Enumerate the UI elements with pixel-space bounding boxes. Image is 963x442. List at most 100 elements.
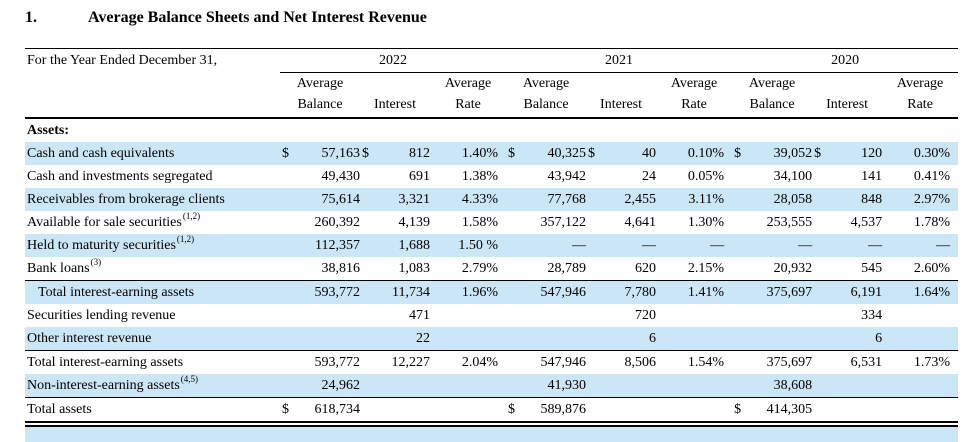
balance-cell: 38,608	[773, 378, 813, 393]
col-header-line: Average	[522, 76, 570, 91]
interest-cell: 545	[861, 261, 883, 276]
rate-cell	[430, 374, 506, 398]
interest-cell: 620	[635, 261, 657, 276]
table-body: Assets: Cash and cash equivalents $57,163 $…	[25, 118, 959, 421]
row-label: Available for sale securities(1,2)	[25, 211, 280, 234]
interest-cell	[830, 397, 883, 421]
currency-cell	[280, 188, 298, 211]
year-header-2: 2020	[732, 48, 959, 73]
balance-cell: 28,789	[547, 261, 587, 276]
currency-cell	[360, 280, 378, 304]
rate-cell: 0.05%	[687, 169, 725, 184]
row-label-text: Receivables from brokerage clients	[27, 192, 225, 207]
interest-cell: 1,688	[398, 238, 431, 253]
balance-cell: 547,946	[524, 280, 587, 304]
currency-cell	[280, 234, 298, 257]
currency-cell	[812, 234, 830, 257]
interest-cell: 6	[875, 331, 883, 346]
rate-cell: 4.33%	[461, 192, 499, 207]
currency-cell	[280, 374, 298, 398]
row-label-text: Assets:	[27, 123, 69, 138]
table-caption: For the Year Ended December 31,	[25, 48, 280, 73]
table-row: Assets:	[25, 118, 958, 142]
col-header-line: Average	[296, 76, 344, 91]
currency-cell	[586, 234, 604, 257]
rate-cell	[656, 374, 732, 398]
row-label-text: Non-interest-earning assets	[27, 378, 180, 393]
rate-cell: 2.60%	[913, 261, 951, 276]
row-label: Total interest-earning assets	[25, 280, 280, 304]
balance-cell: 24,962	[321, 378, 361, 393]
currency-cell	[586, 257, 604, 281]
currency-cell	[506, 280, 525, 304]
interest-cell: 6	[649, 331, 657, 346]
table-wrap: For the Year Ended December 31, 2022 2021 2…	[25, 48, 959, 442]
currency-cell: $	[282, 146, 289, 161]
balance-cell: 414,305	[750, 397, 813, 421]
balance-cell	[298, 304, 360, 327]
currency-cell	[586, 188, 604, 211]
rate-cell: 2.79%	[461, 261, 499, 276]
currency-cell	[280, 257, 298, 281]
balance-cell: 34,100	[773, 169, 813, 184]
row-label: Bank loans(3)	[25, 257, 280, 281]
interest-cell	[378, 374, 430, 398]
currency-cell	[812, 350, 831, 374]
balance-cell: 43,942	[547, 169, 587, 184]
balance-cell: 618,734	[298, 397, 360, 421]
rate-cell: 0.41%	[913, 169, 951, 184]
row-label-text: Other interest revenue	[27, 331, 152, 346]
currency-cell	[812, 327, 830, 351]
rate-cell	[430, 304, 506, 327]
rate-cell	[882, 397, 959, 421]
currency-cell	[732, 211, 750, 234]
interest-cell: 4,641	[624, 215, 657, 230]
col-header-average-rate: Average Rate	[882, 72, 959, 119]
table-head: For the Year Ended December 31, 2022 2021 2…	[25, 48, 959, 119]
currency-cell	[732, 165, 750, 188]
rate-cell	[656, 327, 732, 351]
interest-cell: —	[868, 238, 883, 253]
table-row: Available for sale securities(1,2) 260,39…	[25, 211, 958, 234]
interest-cell: 4,537	[850, 215, 883, 230]
currency-cell	[586, 327, 604, 351]
footnote-ref: (4,5)	[180, 374, 199, 385]
rate-cell: 3.11%	[688, 192, 725, 207]
rate-cell: 1.73%	[882, 350, 959, 374]
currency-cell	[360, 374, 378, 398]
table-row: Receivables from brokerage clients 75,614…	[25, 188, 959, 211]
interest-cell: 141	[861, 169, 883, 184]
balance-cell: 375,697	[750, 350, 813, 374]
row-label-text: Total assets	[27, 402, 92, 417]
table-row: Total assets $618,734 $589,876 $414,305	[25, 397, 959, 421]
rate-cell	[656, 304, 732, 327]
interest-cell: 4,139	[398, 215, 431, 230]
col-header-line: Average	[444, 76, 492, 91]
table-row: Non-interest-earning assets(4,5) 24,962 41…	[25, 374, 959, 398]
subheader-spacer	[25, 72, 280, 119]
currency-cell	[506, 234, 524, 257]
currency-cell	[360, 188, 378, 211]
rate-cell	[882, 374, 958, 398]
currency-cell	[732, 350, 751, 374]
currency-cell	[360, 327, 378, 351]
col-header-line: Interest	[600, 97, 643, 112]
col-header-interest: Interest	[360, 72, 430, 119]
row-label: Assets:	[25, 118, 280, 142]
rate-cell: 1.50 %	[458, 238, 499, 253]
balance-cell: 39,052	[773, 146, 813, 161]
currency-cell	[280, 327, 298, 351]
interest-cell: 7,780	[604, 280, 657, 304]
col-header-average-rate: Average Rate	[430, 72, 507, 119]
currency-cell	[732, 327, 750, 351]
currency-cell	[506, 257, 524, 281]
table-row: Other interest revenue 22 6 6	[25, 327, 959, 351]
year-header-1: 2021	[506, 48, 733, 73]
balance-cell: 253,555	[766, 215, 813, 230]
balance-cell: 593,772	[298, 280, 360, 304]
table-row: Cash and investments segregated 49,430 691…	[25, 165, 958, 188]
year-header-0: 2022	[280, 48, 507, 73]
interest-cell: 22	[416, 331, 430, 346]
col-header-line: Interest	[374, 97, 416, 112]
rate-cell	[430, 397, 507, 421]
